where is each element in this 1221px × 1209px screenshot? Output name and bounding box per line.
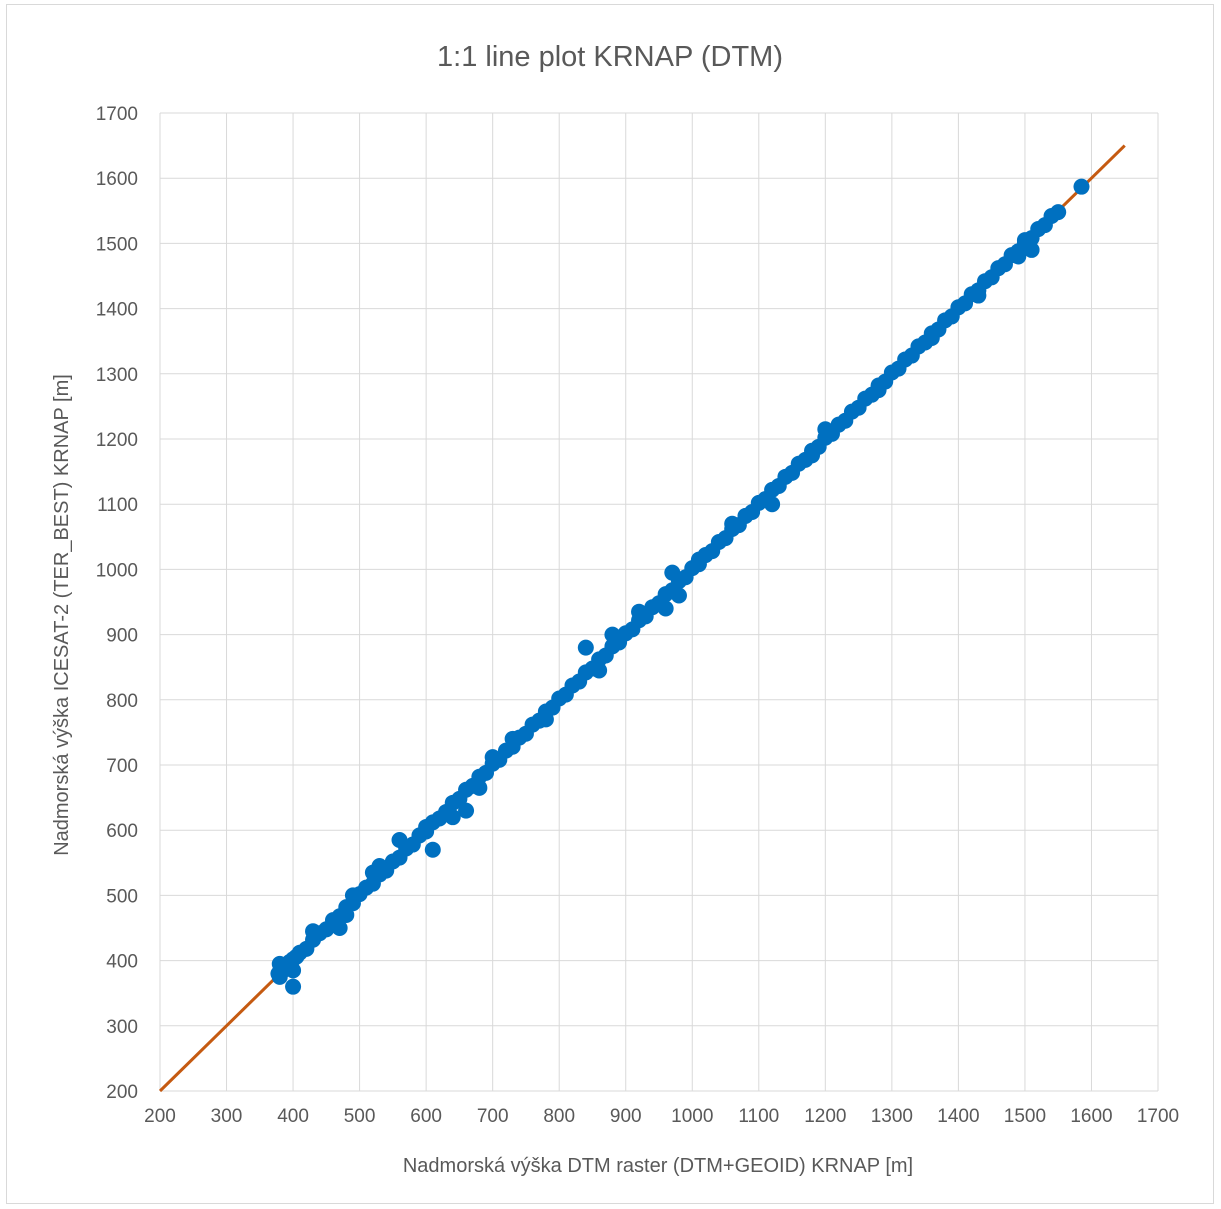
y-tick-label: 700 — [106, 756, 138, 777]
data-points — [270, 178, 1090, 995]
data-point — [344, 887, 361, 904]
data-point — [391, 831, 408, 848]
chart-frame — [6, 4, 1214, 1204]
y-axis-label: Nadmorská výška ICESAT-2 (TER_BEST) KRNA… — [51, 374, 73, 856]
x-tick-label: 1200 — [804, 1106, 846, 1127]
data-point — [1050, 204, 1067, 221]
data-point — [970, 287, 987, 304]
data-point — [305, 923, 322, 940]
data-point — [664, 564, 681, 581]
y-tick-label: 500 — [106, 886, 138, 907]
data-point — [804, 447, 821, 464]
y-tick-label: 600 — [106, 821, 138, 842]
data-point — [657, 600, 674, 617]
data-point — [285, 978, 302, 995]
y-tick-label: 800 — [106, 691, 138, 712]
data-point — [690, 551, 707, 568]
data-point — [444, 809, 461, 826]
x-tick-label: 900 — [610, 1106, 642, 1127]
x-tick-label: 1000 — [671, 1106, 713, 1127]
x-tick-label: 300 — [211, 1106, 243, 1127]
data-point — [577, 639, 594, 656]
data-point — [1016, 232, 1033, 249]
x-tick-label: 1400 — [937, 1106, 979, 1127]
x-axis-label: Nadmorská výška DTM raster (DTM+GEOID) K… — [403, 1155, 913, 1177]
y-tick-label: 400 — [106, 952, 138, 973]
x-tick-label: 800 — [543, 1106, 575, 1127]
data-point — [724, 515, 741, 532]
data-point — [484, 749, 501, 766]
x-tick-label: 1700 — [1137, 1106, 1179, 1127]
grid-lines — [159, 112, 1159, 1092]
y-tick-label: 200 — [106, 1082, 138, 1103]
data-point — [764, 496, 781, 513]
data-point — [1010, 248, 1027, 265]
x-tick-label: 1300 — [871, 1106, 913, 1127]
data-point — [604, 626, 621, 643]
data-point — [817, 421, 834, 438]
y-tick-label: 1700 — [96, 104, 138, 125]
data-point — [631, 603, 648, 620]
data-point — [923, 329, 940, 346]
y-tick-label: 1300 — [96, 365, 138, 386]
y-tick-label: 1600 — [96, 169, 138, 190]
y-tick-label: 900 — [106, 626, 138, 647]
x-tick-label: 400 — [277, 1106, 309, 1127]
y-tick-label: 300 — [106, 1017, 138, 1038]
data-point — [591, 662, 608, 679]
x-tick-label: 200 — [144, 1106, 176, 1127]
data-point — [418, 818, 435, 835]
y-tick-label: 1400 — [96, 300, 138, 321]
y-tick-label: 1200 — [96, 430, 138, 451]
x-tick-label: 1100 — [738, 1106, 779, 1127]
data-point — [271, 955, 288, 972]
x-tick-label: 500 — [344, 1106, 376, 1127]
x-tick-label: 1500 — [1004, 1106, 1046, 1127]
x-tick-label: 600 — [410, 1106, 442, 1127]
data-point — [364, 864, 381, 881]
y-axis-ticks: 200 300 400 500 600 700 800 900 1000 1100 1200 1300… — [96, 104, 138, 1103]
y-tick-label: 1100 — [97, 495, 138, 516]
data-point — [504, 730, 521, 747]
data-point — [458, 802, 475, 819]
data-point — [537, 711, 554, 728]
data-point — [471, 779, 488, 796]
y-tick-label: 1000 — [96, 560, 138, 581]
data-point — [338, 906, 355, 923]
x-tick-label: 1600 — [1070, 1106, 1112, 1127]
x-tick-label: 700 — [477, 1106, 509, 1127]
y-tick-label: 1500 — [96, 234, 138, 255]
data-point — [285, 962, 302, 979]
data-point — [870, 382, 887, 399]
chart-title: 1:1 line plot KRNAP (DTM) — [437, 41, 783, 73]
data-point — [331, 920, 348, 936]
x-axis-ticks: 200 300 400 500 600 700 800 900 1000 1100 1200 1300… — [144, 1106, 1179, 1127]
data-point — [1073, 178, 1090, 195]
data-point — [424, 841, 441, 858]
data-point — [670, 587, 687, 604]
